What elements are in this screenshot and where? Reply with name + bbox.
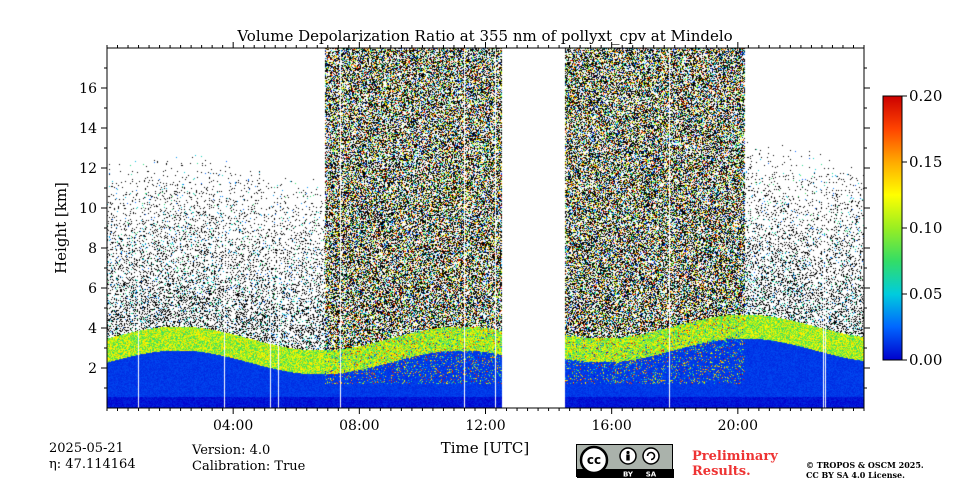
sa-label: SA <box>646 471 657 479</box>
y-tick-label: 4 <box>88 321 97 337</box>
colorbar-tick-label: 0.20 <box>909 87 942 105</box>
y-axis-label: Height [km] <box>52 182 70 274</box>
y-tick-label: 14 <box>79 121 97 137</box>
cc-icon-text: cc <box>587 453 601 467</box>
y-tick-label: 10 <box>79 201 97 217</box>
y-tick-label: 6 <box>88 281 97 297</box>
version-label: Version: 4.0 <box>192 443 271 458</box>
depolarization-heatmap <box>107 48 864 408</box>
date-label: 2025-05-21 <box>49 441 124 456</box>
colorbar: 0.00 0.05 0.10 0.15 0.20 <box>882 87 942 369</box>
copyright-line2: CC BY SA 4.0 License. <box>806 470 905 480</box>
sa-icon-arrow <box>646 451 656 461</box>
x-axis-label: Time [UTC] <box>441 439 530 457</box>
eta-label: η: 47.114164 <box>49 457 136 472</box>
chart-title: Volume Depolarization Ratio at 355 nm of… <box>236 27 732 45</box>
y-tick-label: 2 <box>88 361 97 377</box>
y-axis: 2 4 6 8 10 12 14 16 <box>79 67 870 389</box>
x-tick-label: 08:00 <box>339 418 379 434</box>
x-tick-label: 12:00 <box>465 418 505 434</box>
cc-badge-strip <box>577 469 674 478</box>
colorbar-tick-label: 0.05 <box>909 285 942 303</box>
colorbar-tick-label: 0.10 <box>909 219 942 237</box>
colorbar-gradient <box>882 95 903 361</box>
copyright-note: © TROPOS & OSCM 2025. CC BY SA 4.0 Licen… <box>806 460 924 480</box>
colorbar-ticks: 0.00 0.05 0.10 0.15 0.20 <box>902 87 942 369</box>
x-tick-label: 04:00 <box>213 418 253 434</box>
x-tick-label: 20:00 <box>718 418 758 434</box>
by-icon-head <box>626 450 630 455</box>
y-tick-label: 12 <box>79 161 97 177</box>
cc-badge-graphic: cc BY SA <box>577 445 674 478</box>
y-tick-label: 16 <box>79 81 97 97</box>
y-tick-label: 8 <box>88 241 97 257</box>
preliminary-line2: Results. <box>692 464 751 479</box>
x-tick-label: 16:00 <box>591 418 631 434</box>
preliminary-results-note: Preliminary Results. <box>692 449 778 479</box>
colorbar-tick-label: 0.00 <box>909 351 942 369</box>
cc-icon <box>579 445 609 475</box>
x-axis: 04:00 08:00 12:00 16:00 20:00 <box>106 42 865 434</box>
cc-license-badge: cc BY SA <box>576 444 674 478</box>
by-icon-body <box>626 454 630 461</box>
preliminary-line1: Preliminary <box>692 449 778 464</box>
plot-area <box>106 47 865 409</box>
by-label: BY <box>623 471 634 479</box>
metadata-left: 2025-05-21 η: 47.114164 <box>49 441 136 473</box>
sa-icon <box>642 447 660 465</box>
metadata-middle: Version: 4.0 Calibration: True <box>192 443 305 475</box>
calibration-label: Calibration: True <box>192 459 306 474</box>
copyright-line1: © TROPOS & OSCM 2025. <box>806 460 924 470</box>
colorbar-tick-label: 0.15 <box>909 153 942 171</box>
